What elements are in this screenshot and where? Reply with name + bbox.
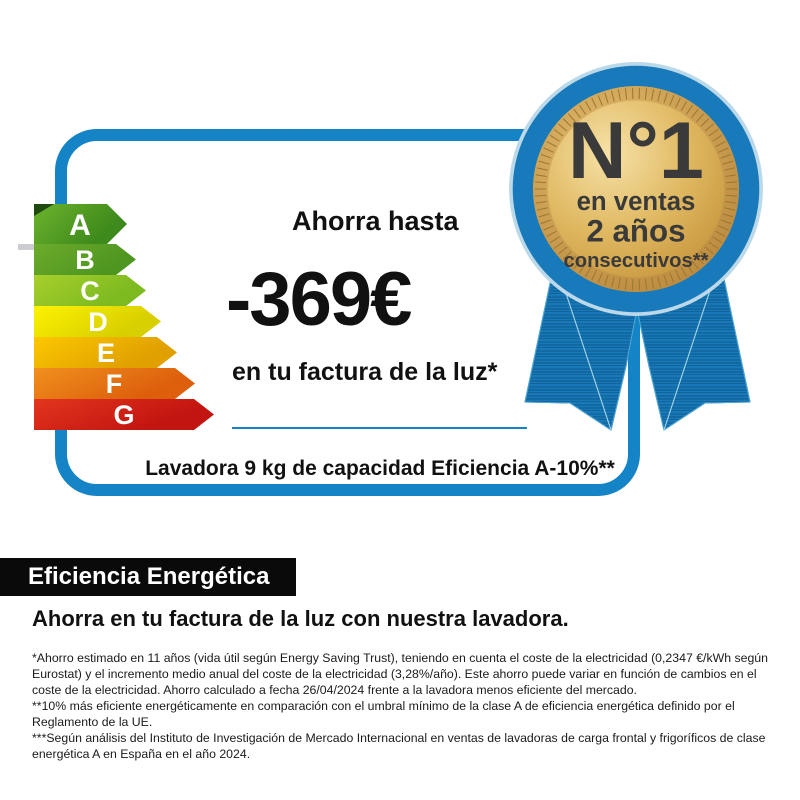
svg-text:D: D [88,307,108,337]
svg-text:G: G [113,400,134,430]
svg-text:N°1: N°1 [568,106,704,196]
svg-text:E: E [97,338,115,368]
svg-text:2 años: 2 años [586,213,685,248]
svg-text:C: C [80,276,100,306]
svg-text:F: F [106,369,123,399]
svg-text:en ventas: en ventas [577,188,696,216]
svg-text:consecutivos**: consecutivos** [563,250,708,272]
svg-text:B: B [75,245,95,275]
svg-text:A: A [69,209,91,242]
